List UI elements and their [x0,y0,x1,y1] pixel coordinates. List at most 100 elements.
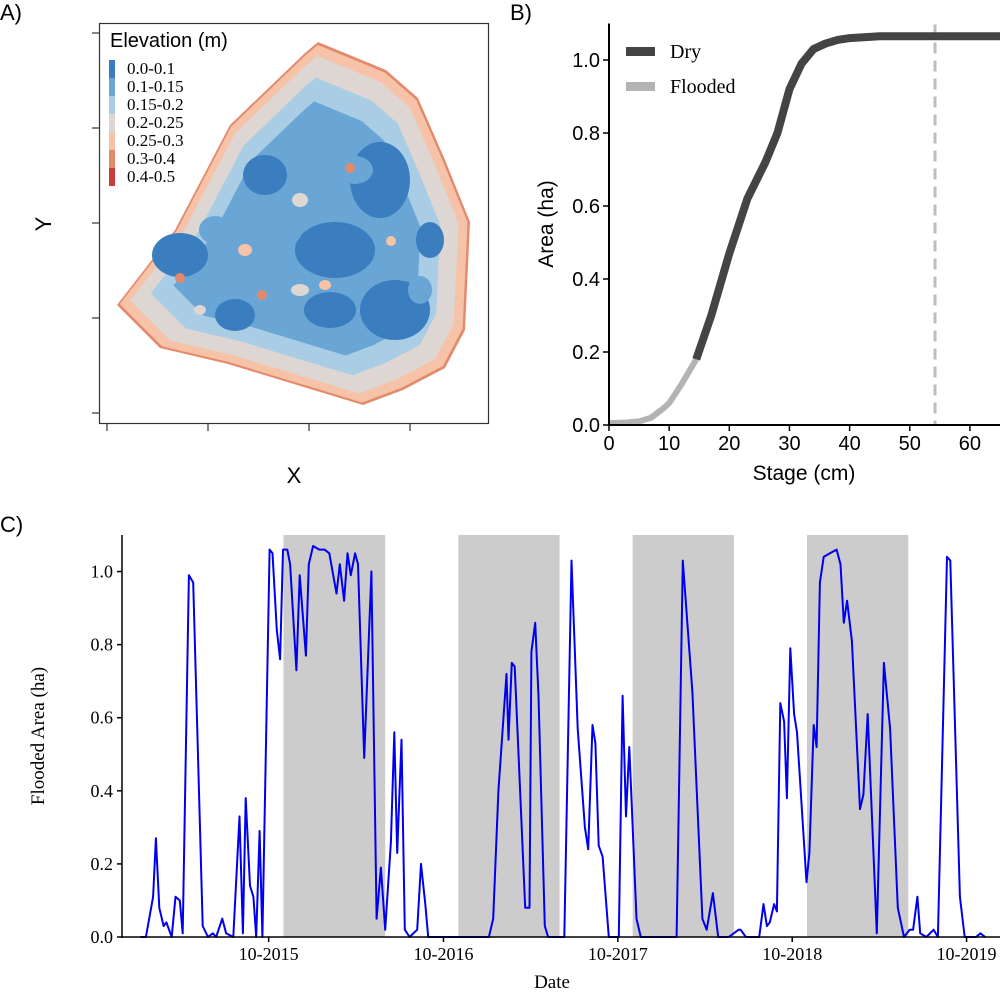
data-point [979,932,982,935]
elevation-patch [243,155,287,195]
y-axis-label: Area (ha) [535,180,558,268]
data-point [162,925,165,927]
x-tick-label: 50 [899,433,921,455]
data-point [424,903,427,905]
map-y-label: Y [31,216,56,231]
data-point [497,790,500,792]
data-point [896,906,899,909]
y-tick-label: 1.0 [91,562,114,582]
map-frame [98,22,490,425]
data-point [829,552,831,555]
data-point [225,932,227,935]
data-point [295,669,298,672]
data-point [625,815,627,818]
data-point [712,892,714,894]
data-point [289,563,291,566]
data-point [165,921,168,924]
elevation-patch [408,276,432,304]
shaded-period [632,535,734,937]
data-point [846,599,848,602]
data-point [822,556,825,558]
data-point [346,552,349,555]
data-point [396,852,398,854]
data-point [335,592,338,595]
legend-swatch [109,60,115,78]
data-point [513,665,516,668]
data-point [705,928,708,931]
x-tick-label: 10-2015 [239,944,299,964]
x-tick-label: 10-2018 [762,944,822,964]
shaded-period [807,535,909,937]
data-point [762,903,765,905]
data-point [537,695,540,697]
data-point [779,702,782,704]
data-point [282,548,284,551]
data-point [370,570,373,573]
data-point [866,713,869,715]
data-point [328,552,331,555]
legend-swatch [109,114,115,132]
data-point [211,932,214,935]
data-point [179,899,181,902]
data-point [691,691,694,693]
data-point [279,658,281,661]
data-point [363,757,365,759]
data-point [393,731,396,734]
data-point [889,727,891,730]
data-point [354,552,356,555]
elevation-patch [199,216,231,244]
elevation-patch [304,292,356,328]
data-point [819,581,821,584]
x-axis-label: Stage (cm) [753,462,856,485]
data-point [384,928,387,931]
y-axis-label: Flooded Area (ha) [28,667,49,805]
data-point [796,731,798,734]
elevation-patch [257,290,267,300]
data-point [594,742,597,745]
data-point [635,917,638,920]
y-tick-label: 0.8 [572,123,600,145]
legend-label: 0.15-0.2 [127,95,184,114]
elevation-patch [386,236,396,246]
data-point [323,548,326,551]
y-tick-label: 0.8 [91,635,114,655]
elevation-patch [291,284,309,296]
legend-swatch [109,132,115,150]
x-axis-label: Date [534,972,570,992]
data-point [875,932,878,935]
flooded-area-panel: 10-2015 10-2016 10-2017 10-2018 10-2019 0.0 0.… [28,535,1000,992]
data-point [390,841,392,843]
data-point [242,932,244,935]
legend-label: 0.2-0.25 [127,113,184,132]
data-point [258,830,261,832]
data-point [591,724,594,726]
data-point [528,906,531,909]
data-point [783,720,785,723]
data-point [773,903,775,905]
data-point [912,928,914,931]
data-point [416,928,419,931]
x-tick-label: 10-2016 [413,944,473,964]
map-legend-title: Elevation (m) [110,30,228,52]
data-point [570,559,573,562]
data-point [507,738,510,741]
y-tick-label: 0.6 [91,708,114,728]
data-point [786,797,788,799]
legend-label: 0.3-0.4 [127,149,176,168]
panel-label-a: A) [0,0,22,25]
legend-label: Dry [670,41,701,63]
panel-label-c: C) [0,512,23,537]
legend-swatch [109,150,115,168]
data-point [298,574,301,576]
data-point [793,713,795,715]
data-point [789,647,792,650]
legend-label: 0.0-0.1 [127,59,175,78]
data-point [318,548,321,551]
data-point [587,848,590,851]
elevation-patch [194,305,206,315]
data-point [271,552,274,555]
x-tick-label: 20 [718,433,740,455]
data-point [835,548,838,551]
data-point [307,563,310,566]
